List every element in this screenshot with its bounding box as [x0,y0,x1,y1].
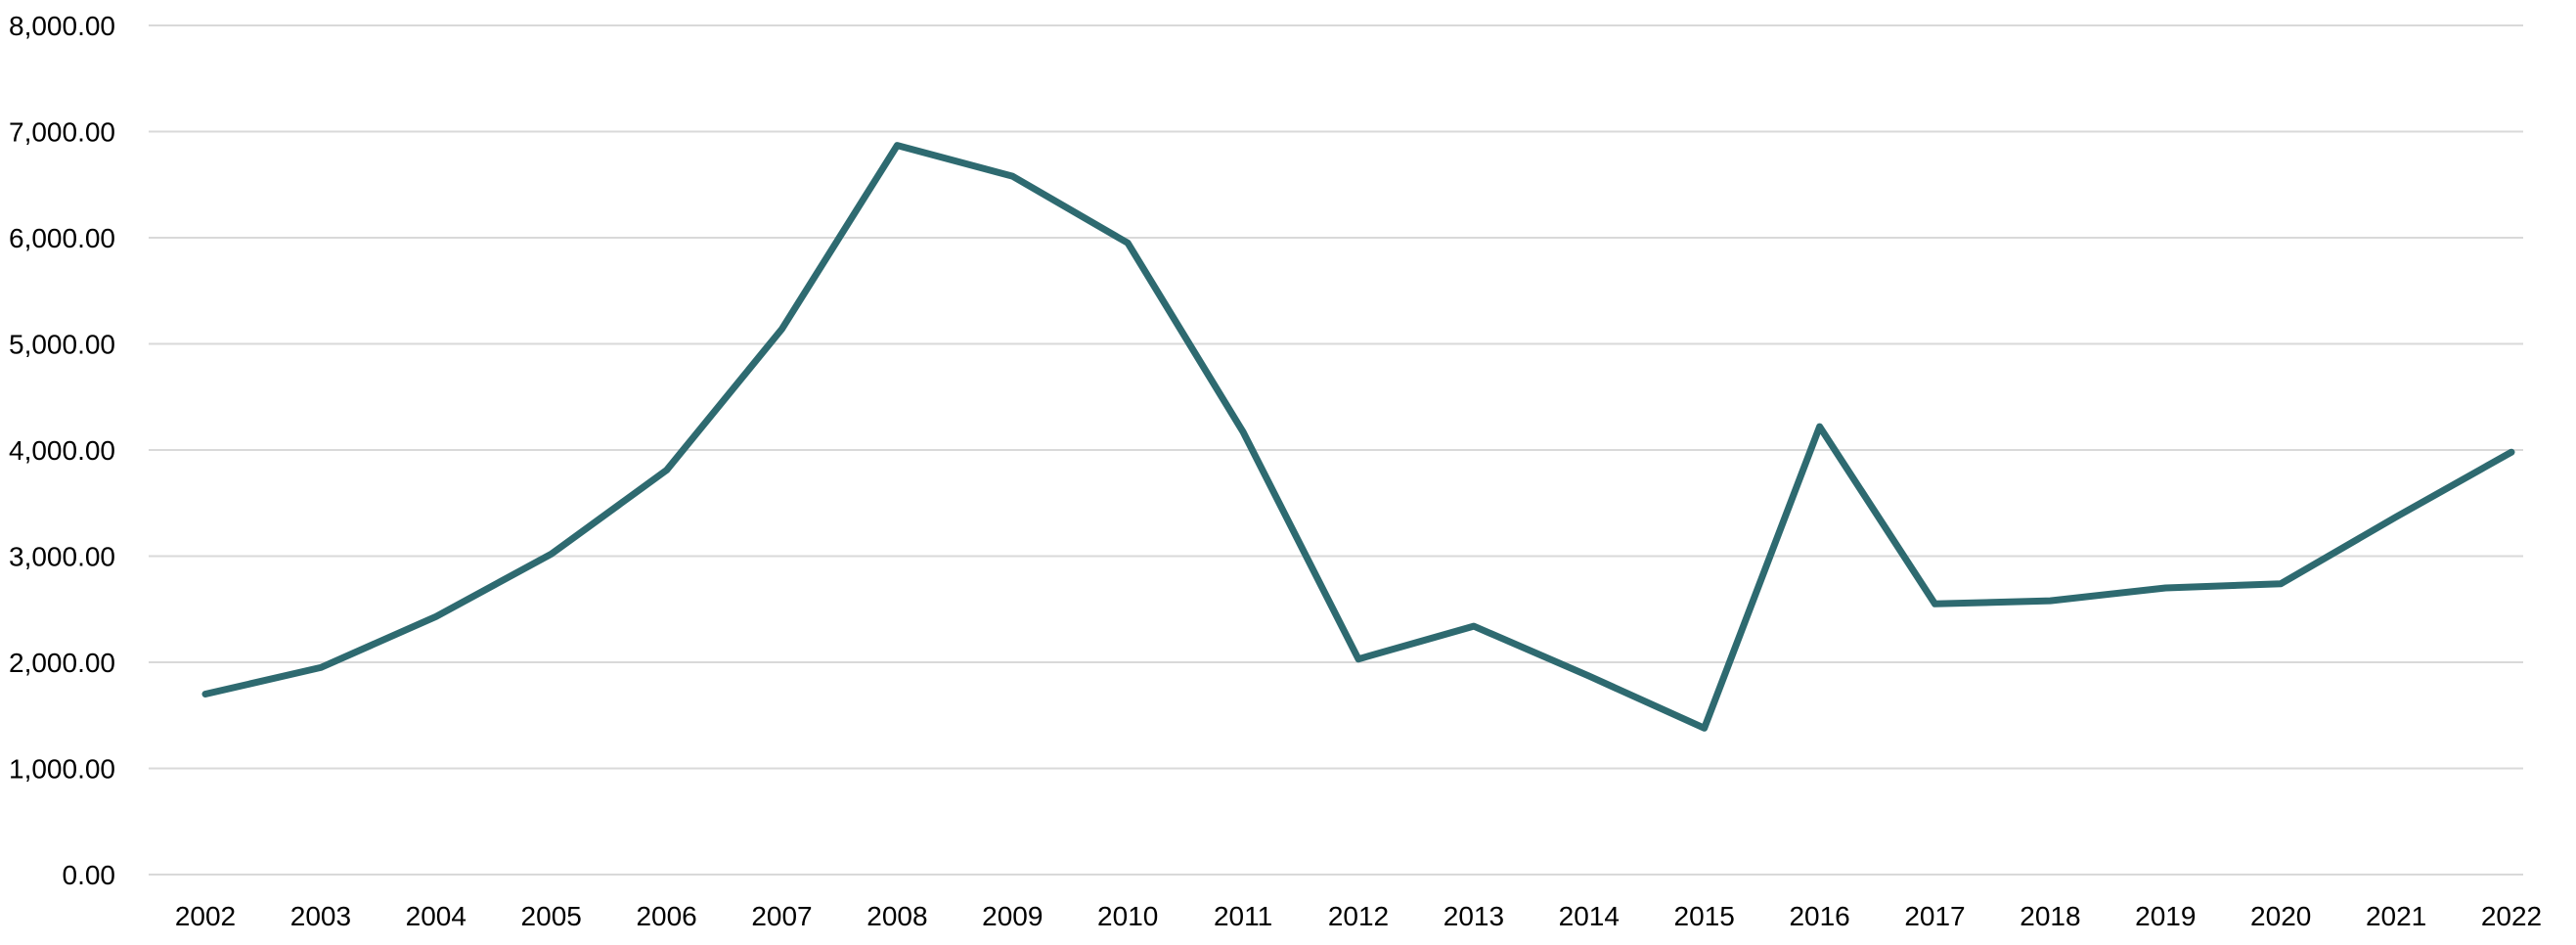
x-tick-label: 2017 [1904,901,1965,931]
x-tick-label: 2013 [1443,901,1504,931]
x-axis-tick-labels: 2002 2003 2004 2005 2006 2007 2008 2009 2010 2011… [175,901,2542,931]
y-axis-tick-labels: 0.00 1,000.00 2,000.00 3,000.00 4,000.00 5,00… [9,11,115,890]
x-tick-label: 2005 [521,901,582,931]
x-tick-label: 2012 [1328,901,1389,931]
x-tick-label: 2015 [1674,901,1735,931]
y-tick-label: 2,000.00 [9,648,115,678]
series-layer [201,142,2515,732]
gridlines [149,24,2523,876]
x-tick-label: 2002 [175,901,236,931]
x-tick-label: 2008 [866,901,927,931]
series-line [201,142,2515,732]
x-tick-label: 2014 [1559,901,1620,931]
x-tick-label: 2018 [2020,901,2080,931]
y-tick-label: 4,000.00 [9,435,115,466]
y-tick-label: 8,000.00 [9,11,115,41]
x-tick-label: 2010 [1097,901,1158,931]
x-tick-label: 2020 [2250,901,2311,931]
y-tick-label: 5,000.00 [9,330,115,360]
x-tick-label: 2021 [2366,901,2426,931]
x-tick-label: 2022 [2481,901,2542,931]
y-tick-label: 6,000.00 [9,223,115,253]
y-tick-label: 1,000.00 [9,754,115,785]
y-tick-label: 0.00 [63,860,116,890]
x-tick-label: 2009 [982,901,1043,931]
x-tick-label: 2007 [751,901,812,931]
x-tick-label: 2004 [406,901,466,931]
x-tick-label: 2003 [290,901,351,931]
y-tick-label: 7,000.00 [9,117,115,148]
x-tick-label: 2011 [1214,901,1272,931]
y-tick-label: 3,000.00 [9,542,115,572]
x-tick-label: 2006 [636,901,696,931]
x-tick-label: 2019 [2135,901,2196,931]
x-tick-label: 2016 [1789,901,1849,931]
